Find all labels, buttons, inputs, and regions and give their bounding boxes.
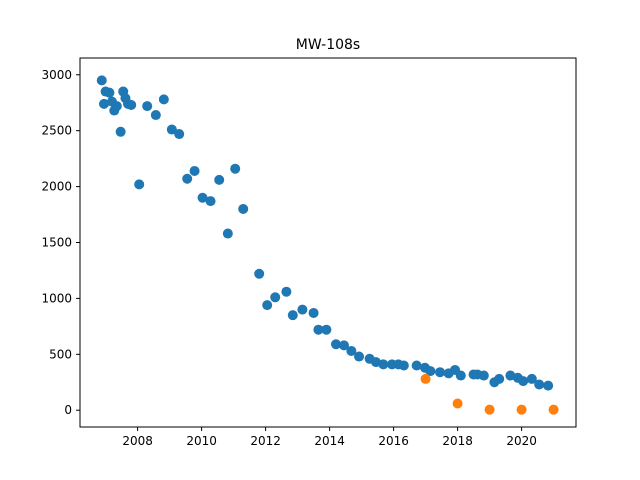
- data-point: [543, 380, 554, 391]
- data-point: [354, 351, 365, 362]
- data-point: [205, 196, 216, 207]
- data-point: [158, 94, 169, 105]
- data-point: [230, 163, 241, 174]
- data-point: [174, 129, 185, 140]
- x-tick-label: 2018: [442, 434, 473, 448]
- x-tick-label: 2012: [250, 434, 281, 448]
- data-point: [134, 179, 145, 190]
- data-point: [238, 203, 249, 214]
- data-point: [425, 366, 436, 377]
- data-point: [435, 367, 445, 378]
- data-point: [331, 339, 341, 350]
- data-point: [313, 324, 324, 335]
- data-point: [516, 404, 527, 415]
- data-point: [321, 324, 332, 335]
- y-tick-label: 2000: [41, 180, 72, 194]
- x-tick-label: 2016: [378, 434, 409, 448]
- data-point: [126, 99, 137, 110]
- y-tick-label: 1000: [41, 291, 72, 305]
- data-point: [346, 345, 357, 356]
- data-point: [494, 373, 505, 384]
- data-point: [297, 304, 308, 315]
- data-point: [166, 124, 177, 135]
- data-point: [222, 228, 233, 239]
- data-point: [182, 173, 193, 184]
- data-point: [254, 268, 265, 279]
- y-tick-label: 500: [49, 347, 72, 361]
- data-point: [420, 373, 431, 384]
- data-point: [142, 101, 153, 112]
- data-point: [518, 376, 529, 387]
- data-point: [452, 398, 463, 409]
- data-point: [115, 126, 126, 137]
- x-tick-label: 2014: [314, 434, 345, 448]
- axes-layer: 2008 2010 2012 2014 2016 2018 2020 0 500 1000 1500…: [41, 57, 577, 448]
- data-point: [197, 192, 208, 203]
- data-point: [104, 87, 115, 98]
- x-tick-label: 2008: [122, 434, 153, 448]
- chart-title: MW-108s: [296, 37, 360, 53]
- data-point: [150, 110, 161, 121]
- data-point: [534, 379, 545, 390]
- data-point: [455, 370, 466, 381]
- data-point: [548, 404, 559, 415]
- data-point: [339, 340, 349, 351]
- data-point: [308, 307, 319, 318]
- y-tick-label: 2500: [41, 124, 72, 138]
- data-point: [526, 373, 537, 384]
- data-point: [478, 370, 489, 381]
- data-point: [111, 101, 122, 112]
- data-point: [378, 359, 389, 370]
- data-point: [398, 360, 409, 371]
- y-tick-label: 3000: [41, 68, 72, 82]
- data-point: [189, 165, 200, 176]
- data-point: [99, 98, 109, 109]
- data-point: [484, 404, 495, 415]
- data-point: [281, 286, 292, 297]
- data-point: [287, 310, 298, 321]
- data-point: [96, 75, 107, 86]
- data-point: [411, 360, 422, 371]
- y-tick-label: 1500: [41, 236, 72, 250]
- points-layer: [96, 75, 559, 415]
- x-tick-label: 2010: [186, 434, 217, 448]
- data-point: [214, 174, 225, 185]
- data-point: [262, 300, 273, 311]
- x-tick-label: 2020: [506, 434, 537, 448]
- y-tick-label: 0: [64, 403, 72, 417]
- data-point: [270, 292, 281, 303]
